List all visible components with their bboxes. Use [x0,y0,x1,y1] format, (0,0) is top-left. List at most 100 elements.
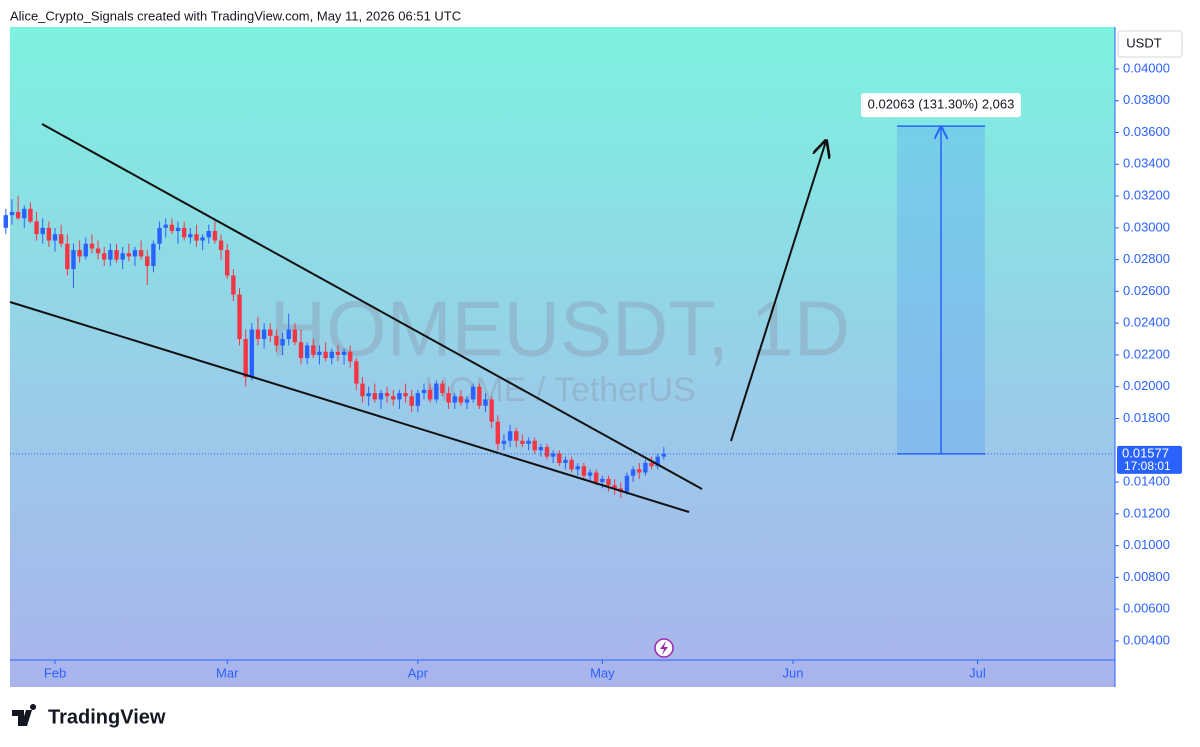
watermark-name: HOME / TetherUS [424,371,695,409]
x-tick-label: Feb [44,665,66,680]
y-tick-label: 0.00600 [1123,601,1170,616]
candle-body [378,393,384,400]
measure-tool: 0.02063 (131.30%) 2,063 [861,93,1021,455]
candle-body [594,472,599,483]
candle-body [206,231,211,238]
candle-body [624,475,630,492]
candle-body [102,253,107,260]
y-tick-label: 0.03400 [1123,156,1170,171]
candle-body [151,243,156,266]
brand: TradingView [12,704,166,728]
candle-body [360,383,365,397]
y-tick-label: 0.01000 [1123,537,1170,552]
x-tick-label: Mar [216,665,239,680]
candle-body [169,224,175,232]
y-tick-label: 0.04000 [1123,60,1170,75]
candle-body [292,329,298,343]
candle-body [458,396,464,403]
candle-body [612,485,617,489]
candle-body [40,227,45,235]
candle-body [526,440,531,444]
candle-body [323,351,328,359]
candle-body [495,421,501,444]
candle-body [261,329,267,340]
candle-body [280,339,285,346]
candle-body [52,234,58,241]
candle-body [249,329,255,378]
candle-body [354,361,359,384]
candle-body [649,462,654,467]
candle-body [194,234,199,241]
candle-body [581,466,587,476]
candle-body [520,440,525,444]
candle-body [661,453,667,457]
candle-body [181,227,187,238]
candle-body [471,386,476,400]
candle-body [71,250,76,270]
y-tick-label: 0.03800 [1123,92,1170,107]
candle-body [421,389,427,394]
credit: Alice_Crypto_Signals created with Tradin… [10,8,461,23]
candle-body [157,227,162,244]
candle-body [477,386,482,406]
candle-body [403,393,408,397]
candle-body [446,393,451,403]
candle-body [22,208,27,219]
last-price-box [1117,445,1182,474]
y-tick-label: 0.02600 [1123,283,1170,298]
candle-body [34,221,39,235]
candle-body [304,345,310,359]
y-tick-label: 0.00400 [1123,632,1170,647]
x-tick-label: Jun [783,665,804,680]
icon-bolt [660,641,668,655]
candle-body [83,243,88,257]
candle-body [145,256,150,266]
y-tick-label: 0.02000 [1123,378,1170,393]
candle-body [138,250,144,257]
candle-body [286,329,291,340]
candle-body [643,462,648,473]
candle-body [255,329,261,340]
axes: 0.04000 0.03800 0.03600 0.03400 0.03200 0.030… [44,60,1170,680]
candle-body [575,466,580,470]
candle-body [58,234,64,244]
candle-body [637,469,642,473]
candle-body [231,275,236,295]
candle-body [489,399,494,422]
watermark-symbol: HOMEUSDT, 1D [270,285,851,373]
brand-logo [12,704,37,726]
candle-body [409,396,414,406]
countdown: 17:08:01 [1124,459,1171,473]
candle-body [46,227,52,241]
y-tick-label: 0.02800 [1123,251,1170,266]
candle-body [175,227,181,232]
y-tick-label: 0.02400 [1123,315,1170,330]
currency-box[interactable] [1117,30,1183,58]
candle-body [366,393,371,397]
candle-body [188,234,193,238]
candle-body [501,440,507,444]
candle-body [95,248,101,254]
candle-body [237,294,242,340]
candle-body [3,215,9,228]
candle-body [114,250,119,260]
candle-body [550,453,556,457]
candle-body [606,478,611,486]
candle-body [89,243,95,249]
candle-body [212,231,218,241]
projection-arrow [730,141,826,442]
candle-body [483,399,488,406]
candle-body [274,335,279,346]
candle-body [317,351,322,355]
candle-body [298,342,304,359]
y-tick-label: 0.01400 [1123,473,1170,488]
lightning-icon[interactable] [654,638,674,658]
y-tick-label: 0.01800 [1123,410,1170,425]
candle-body [655,456,660,467]
y-tick-label: 0.01200 [1123,505,1170,520]
candle-body [243,339,248,378]
price-axis-background [1115,27,1187,687]
candle-body [532,440,537,451]
